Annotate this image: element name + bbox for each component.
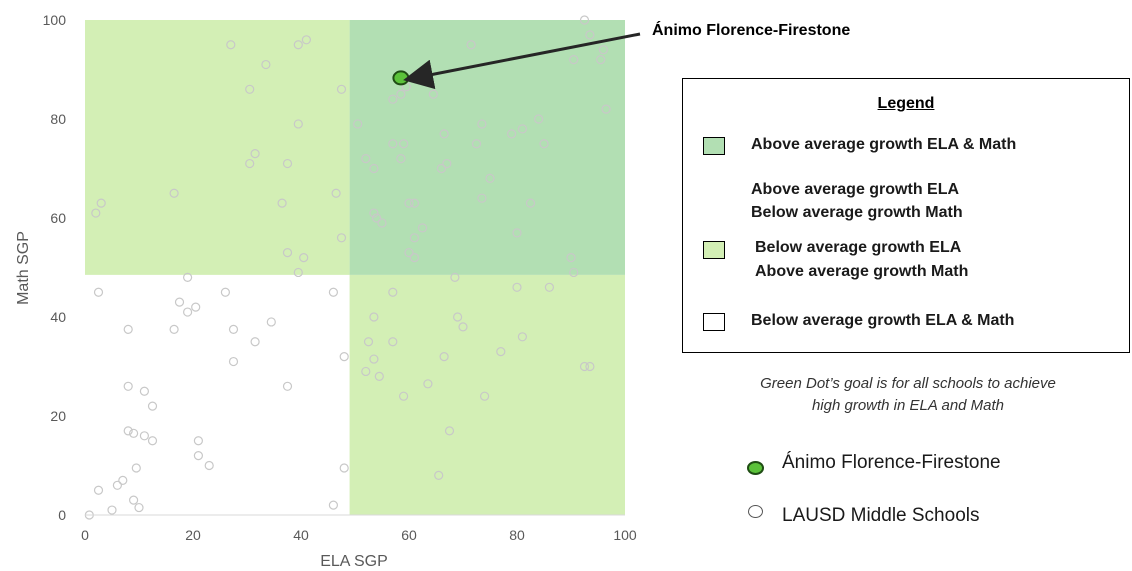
y-tick-label: 20: [50, 408, 66, 424]
legend-title: Legend: [683, 95, 1129, 113]
y-tick-label: 100: [43, 12, 67, 28]
y-axis-label: Math SGP: [15, 231, 32, 305]
school-point: [393, 71, 408, 84]
legend: Legend Above average growth ELA & Math A…: [682, 78, 1130, 353]
legend-swatch-one-above: [703, 241, 725, 259]
legend-item-math-above-line1: Below average growth ELA: [755, 239, 961, 257]
y-tick-label: 80: [50, 111, 66, 127]
series-legend-school: Ánimo Florence-Firestone: [782, 452, 1001, 474]
quadrant-bottom-right: [350, 275, 625, 515]
legend-item-both-below: Below average growth ELA & Math: [751, 312, 1014, 330]
legend-item-both-above: Above average growth ELA & Math: [751, 136, 1016, 154]
x-tick-label: 80: [509, 527, 525, 543]
y-tick-label: 60: [50, 210, 66, 226]
x-tick-label: 100: [613, 527, 637, 543]
x-tick-label: 40: [293, 527, 309, 543]
scatter-chart: 0 20 40 60 80 100 0 20 40 60 80 100 ELA SGP Math SG…: [0, 0, 680, 571]
annotation-label: Ánimo Florence-Firestone: [652, 20, 850, 39]
series-legend-lausd-marker: [748, 505, 763, 518]
x-axis-label: ELA SGP: [320, 553, 388, 570]
quadrant-bottom-left: [85, 275, 350, 515]
series-legend-school-marker: [747, 461, 764, 475]
y-tick-label: 0: [58, 507, 66, 523]
legend-item-ela-above-line2: Below average growth Math: [751, 204, 963, 222]
quadrant-top-left: [85, 20, 350, 275]
legend-swatch-both-above: [703, 137, 725, 155]
quadrant-backgrounds: [85, 20, 625, 515]
legend-item-math-above-line2: Above average growth Math: [755, 263, 968, 281]
x-tick-label: 20: [185, 527, 201, 543]
x-tick-label: 0: [81, 527, 89, 543]
legend-swatch-below: [703, 313, 725, 331]
y-tick-label: 40: [50, 309, 66, 325]
goal-caption: Green Dot’s goal is for all schools to a…: [690, 373, 1126, 417]
series-legend-lausd: LAUSD Middle Schools: [782, 505, 979, 527]
goal-caption-line1: Green Dot’s goal is for all schools to a…: [690, 373, 1126, 395]
goal-caption-line2: high growth in ELA and Math: [690, 395, 1126, 417]
legend-item-ela-above-line1: Above average growth ELA: [751, 181, 959, 199]
x-tick-label: 60: [401, 527, 417, 543]
